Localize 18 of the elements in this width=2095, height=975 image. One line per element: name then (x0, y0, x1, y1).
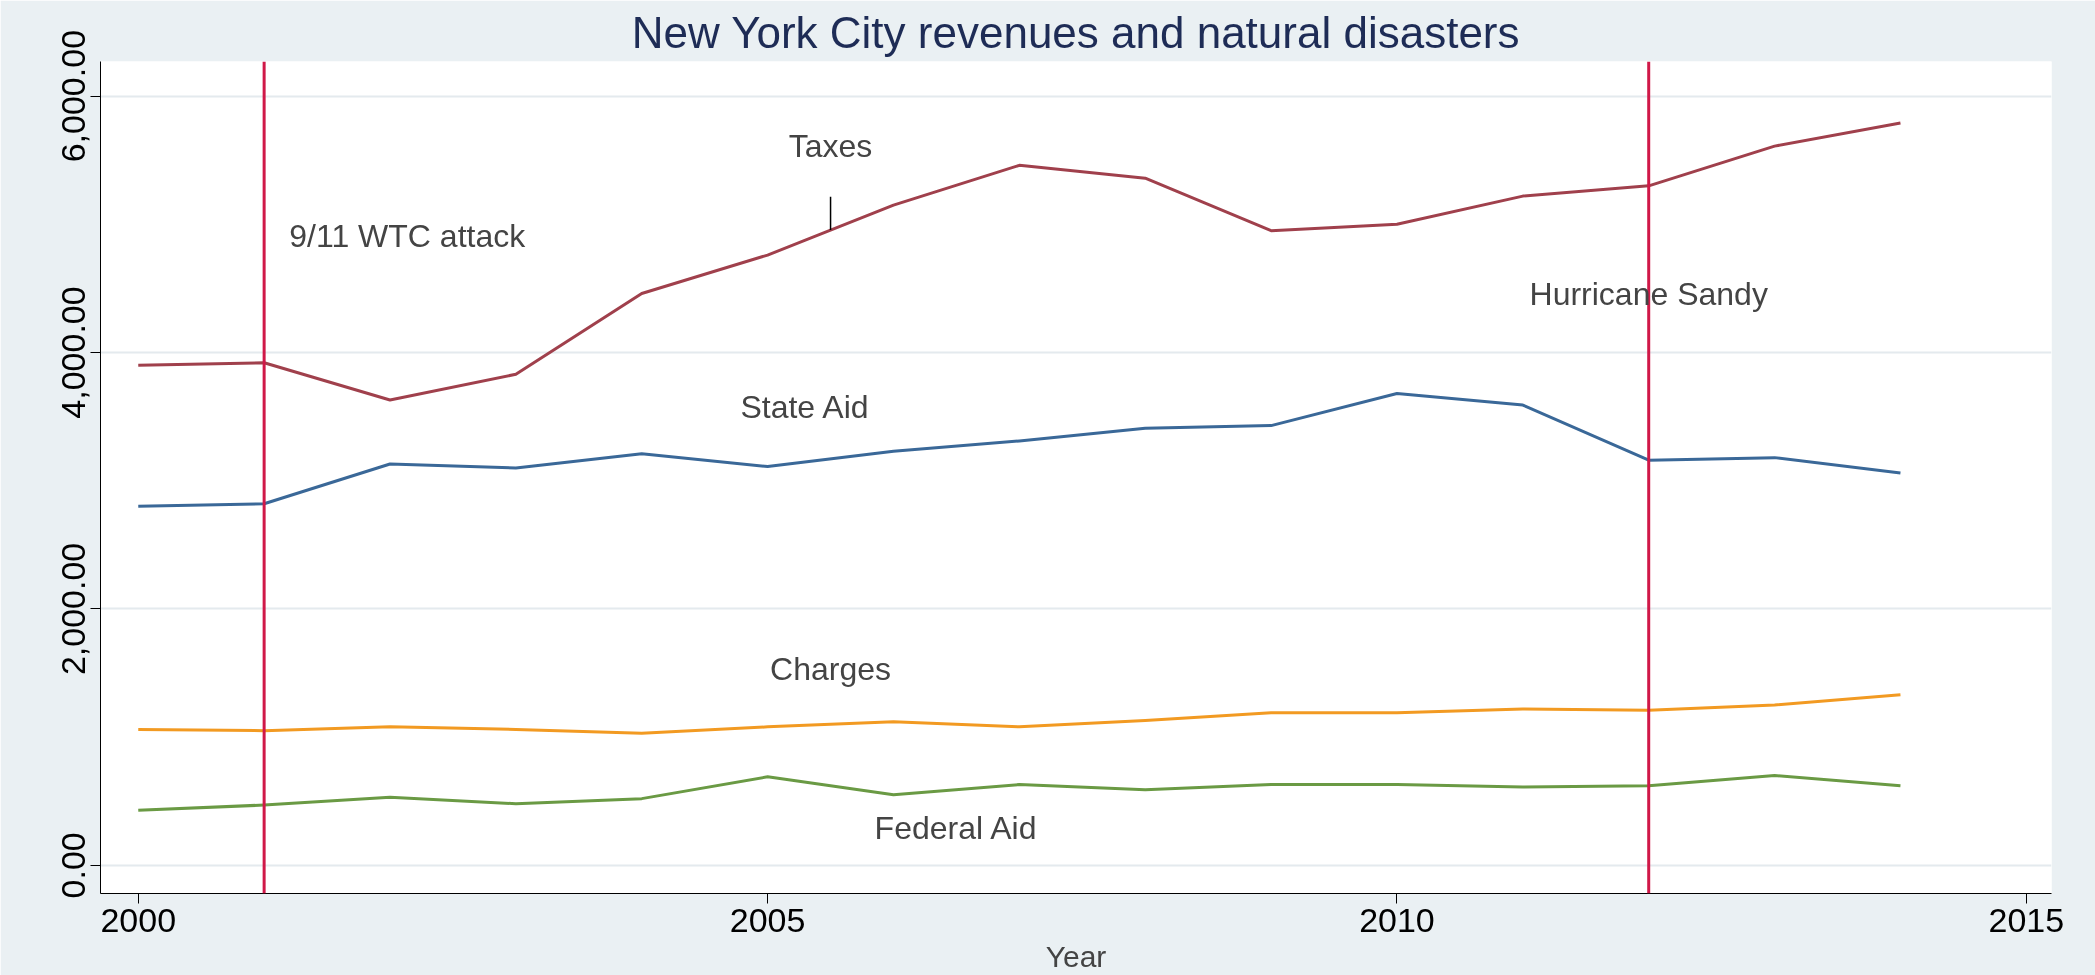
line-series (136, 693, 1902, 735)
x-tick-label: 2000 (100, 900, 177, 939)
series-label: Federal Aid (874, 810, 1037, 847)
series-label: Taxes (788, 127, 873, 164)
line-series (136, 392, 1902, 508)
line-series (136, 774, 1902, 812)
series-label: Charges (770, 650, 892, 687)
x-tick-label: 2005 (729, 900, 806, 939)
x-tick-label: 2015 (1988, 900, 2065, 939)
y-tick-label: 2,000.00 (54, 542, 93, 676)
ref-line-label: 9/11 WTC attack (289, 218, 527, 255)
x-tick-label: 2010 (1359, 900, 1435, 939)
series-label: State Aid (740, 388, 869, 425)
y-tick-label: 6,000.00 (54, 29, 93, 163)
y-tick-label: 4,000.00 (54, 286, 93, 419)
chart-title: New York City revenues and natural disasters (631, 7, 1520, 57)
x-axis-title: Year (1045, 939, 1107, 973)
y-tick-label: 0.00 (54, 832, 93, 899)
